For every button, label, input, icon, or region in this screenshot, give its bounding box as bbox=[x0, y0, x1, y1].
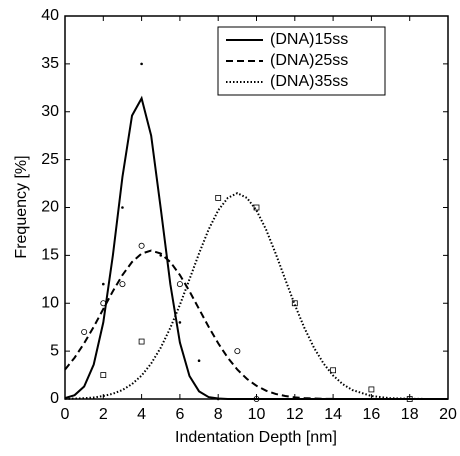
x-tick-label: 6 bbox=[175, 406, 184, 423]
y-tick-label: 0 bbox=[50, 390, 59, 407]
data-point bbox=[197, 359, 201, 363]
data-point bbox=[138, 242, 145, 249]
y-tick-label: 25 bbox=[41, 151, 59, 168]
y-tick-label: 35 bbox=[41, 55, 59, 72]
data-point bbox=[291, 300, 298, 307]
line-series bbox=[64, 192, 448, 400]
x-tick-label: 14 bbox=[324, 406, 342, 423]
data-point bbox=[176, 281, 183, 288]
legend-label: (DNA)35ss bbox=[270, 73, 348, 90]
data-point bbox=[159, 254, 163, 257]
data-point bbox=[100, 300, 107, 307]
y-tick-label: 30 bbox=[41, 103, 59, 120]
y-tick-label: 10 bbox=[41, 294, 59, 311]
y-axis-label: Frequency [%] bbox=[13, 155, 30, 258]
y-tick-label: 5 bbox=[50, 342, 59, 359]
data-point bbox=[368, 386, 375, 393]
y-tick-label: 15 bbox=[41, 247, 59, 264]
x-tick-label: 2 bbox=[99, 406, 108, 423]
legend-box bbox=[217, 26, 386, 96]
data-point bbox=[121, 206, 124, 209]
y-tick-label: 20 bbox=[41, 199, 59, 216]
legend-label: (DNA)25ss bbox=[270, 52, 348, 69]
data-point bbox=[215, 195, 222, 201]
data-point bbox=[100, 372, 107, 378]
y-tick-label: 40 bbox=[41, 7, 59, 24]
data-point bbox=[102, 282, 105, 286]
line-series bbox=[64, 249, 448, 400]
data-point bbox=[330, 367, 337, 374]
x-tick-label: 10 bbox=[248, 406, 266, 423]
line-series bbox=[64, 95, 448, 400]
x-tick-label: 18 bbox=[401, 406, 419, 423]
x-tick-label: 20 bbox=[439, 406, 457, 423]
data-point bbox=[138, 338, 145, 345]
data-point bbox=[253, 204, 260, 211]
legend-label: (DNA)15ss bbox=[270, 31, 348, 48]
data-point bbox=[81, 328, 88, 335]
data-point bbox=[234, 348, 241, 355]
data-point bbox=[178, 321, 182, 324]
x-tick-label: 4 bbox=[137, 406, 146, 423]
plot-frame bbox=[64, 15, 449, 400]
x-axis-label: Indentation Depth [nm] bbox=[175, 429, 337, 446]
x-tick-label: 0 bbox=[61, 406, 70, 423]
x-tick-label: 16 bbox=[363, 406, 381, 423]
data-point bbox=[119, 281, 126, 288]
x-tick-label: 12 bbox=[286, 406, 304, 423]
x-tick-label: 8 bbox=[214, 406, 223, 423]
data-point bbox=[140, 62, 143, 66]
